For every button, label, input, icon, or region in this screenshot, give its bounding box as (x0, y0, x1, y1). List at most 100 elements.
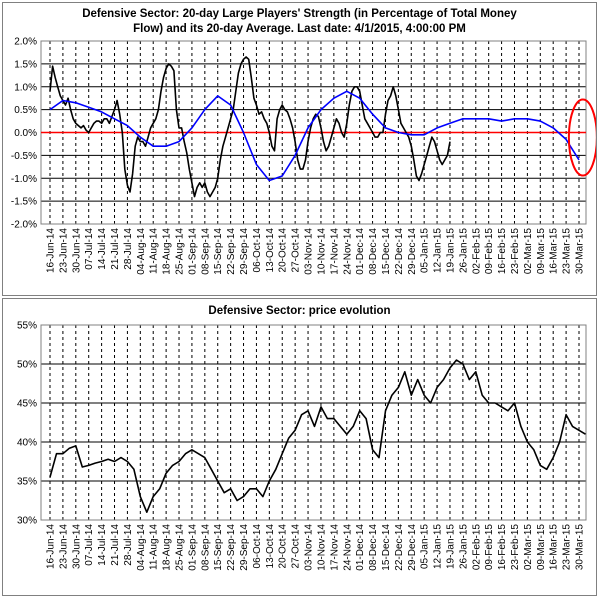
x-tick-label: 24-Nov-14 (342, 228, 353, 275)
x-tick-label: 15-Sep-14 (213, 524, 224, 571)
x-tick-label: 19-Jan-15 (445, 228, 456, 273)
x-tick-label: 10-Nov-14 (316, 228, 327, 275)
x-tick-label: 01-Sep-14 (187, 524, 198, 571)
x-tick-label: 29-Dec-14 (407, 228, 418, 275)
x-tick-label: 01-Dec-14 (355, 524, 366, 571)
x-tick-label: 26-Jan-15 (458, 524, 469, 569)
large-players-strength-chart: Defensive Sector: 20-day Large Players' … (2, 2, 597, 296)
annotation-ellipse (567, 98, 596, 177)
chart-title-line-1: Defensive Sector: 20-day Large Players' … (82, 8, 517, 20)
series-line-primary (49, 359, 586, 513)
x-tick-label: 02-Mar-15 (523, 524, 534, 571)
x-tick-label: 13-Oct-14 (265, 524, 276, 569)
price-plot-area: 30% 35% 40% 45% 50% 55% 16-Jun-14 23-Jun-14 30-J… (17, 321, 587, 571)
x-tick-label: 16-Feb-15 (497, 228, 508, 275)
x-tick-label: 07-Jul-14 (84, 524, 95, 566)
x-tick-label: 16-Feb-15 (497, 524, 508, 571)
y-tick-label: 2.0% (14, 37, 37, 48)
chart-title-line-2: Flow) and its 20-day Average. Last date:… (133, 23, 466, 35)
x-tick-label: 28-Jul-14 (123, 524, 134, 566)
x-tick-label: 17-Nov-14 (329, 228, 340, 275)
x-tick-label: 15-Dec-14 (381, 228, 392, 275)
plot-frame (40, 324, 587, 521)
x-tick-label: 22-Dec-14 (394, 228, 405, 275)
x-tick-label: 22-Sep-14 (226, 228, 237, 275)
x-tick-label: 25-Aug-14 (175, 524, 186, 571)
x-tick-label: 24-Nov-14 (342, 524, 353, 571)
x-tick-label: 09-Feb-15 (484, 228, 495, 275)
x-tick-label: 16-Mar-15 (549, 524, 560, 571)
strength-plot-area: -2.0% -1.5% -1.0% -0.5% 0.0% 0.5% 1.0% 1.5% 2.0%… (11, 37, 596, 275)
x-tick-label: 04-Aug-14 (136, 228, 147, 275)
x-tick-label: 15-Sep-14 (213, 228, 224, 275)
x-tick-label: 08-Sep-14 (200, 524, 211, 571)
x-tick-label: 29-Sep-14 (239, 228, 250, 275)
x-tick-label: 30-Mar-15 (575, 524, 586, 571)
x-tick-label: 08-Sep-14 (200, 228, 211, 275)
x-tick-label: 09-Mar-15 (536, 228, 547, 275)
x-tick-label: 23-Mar-15 (562, 524, 573, 571)
x-tick-label: 02-Feb-15 (471, 228, 482, 275)
x-tick-label: 12-Jan-15 (433, 524, 444, 569)
y-tick-label: -1.5% (11, 197, 37, 208)
x-tick-label: 29-Sep-14 (239, 524, 250, 571)
x-tick-label: 23-Jun-14 (58, 228, 69, 273)
x-tick-label: 09-Feb-15 (484, 524, 495, 571)
x-tick-label: 16-Mar-15 (549, 228, 560, 275)
y-tick-label: 30% (17, 516, 37, 527)
x-tick-label: 06-Oct-14 (252, 228, 263, 273)
x-tick-label: 15-Dec-14 (381, 524, 392, 571)
chart-title: Defensive Sector: 20-day Large Players' … (3, 7, 596, 37)
x-tick-label: 12-Jan-15 (433, 228, 444, 273)
x-tick-label: 11-Aug-14 (149, 524, 160, 570)
x-tick-label: 14-Jul-14 (97, 524, 108, 566)
x-tick-label: 20-Oct-14 (278, 524, 289, 569)
x-tick-label: 07-Jul-14 (84, 228, 95, 270)
chart-title: Defensive Sector: price evolution (208, 305, 391, 317)
y-tick-label: 40% (17, 438, 37, 449)
x-tick-label: 01-Dec-14 (355, 228, 366, 275)
y-tick-label: 0.5% (14, 105, 37, 116)
x-tick-label: 01-Sep-14 (187, 228, 198, 275)
x-tick-label: 16-Jun-14 (46, 228, 57, 273)
x-tick-label: 23-Jun-14 (58, 524, 69, 569)
x-tick-label: 21-Jul-14 (110, 228, 121, 270)
x-tick-label: 13-Oct-14 (265, 228, 276, 273)
y-tick-label: 1.0% (14, 82, 37, 93)
y-tick-label: -0.5% (11, 151, 37, 162)
x-tick-label: 09-Mar-15 (536, 524, 547, 571)
x-tick-label: 21-Jul-14 (110, 524, 121, 566)
x-tick-label: 23-Mar-15 (562, 228, 573, 275)
x-tick-label: 19-Jan-15 (445, 524, 456, 569)
x-tick-label: 08-Dec-14 (368, 228, 379, 275)
y-tick-label: -2.0% (11, 220, 37, 231)
x-tick-label: 23-Feb-15 (510, 524, 521, 571)
y-tick-label: -1.0% (11, 174, 37, 185)
y-tick-label: 35% (17, 477, 37, 488)
x-tick-label: 14-Jul-14 (97, 228, 108, 270)
series-line-average (49, 90, 580, 182)
x-tick-label: 05-Jan-15 (420, 524, 431, 569)
x-tick-label: 30-Jun-14 (71, 228, 82, 273)
x-tick-label: 23-Feb-15 (510, 228, 521, 275)
x-tick-label: 10-Nov-14 (316, 524, 327, 571)
x-tick-label: 05-Jan-15 (420, 228, 431, 273)
x-tick-label: 03-Nov-14 (304, 524, 315, 571)
x-tick-label: 03-Nov-14 (304, 228, 315, 275)
y-tick-label: 50% (17, 360, 37, 371)
x-tick-label: 29-Dec-14 (407, 524, 418, 571)
series-line-primary (49, 56, 451, 198)
y-tick-label: 45% (17, 399, 37, 410)
y-tick-label: 55% (17, 321, 37, 332)
x-tick-label: 08-Dec-14 (368, 524, 379, 571)
x-tick-label: 28-Jul-14 (123, 228, 134, 270)
x-tick-label: 20-Oct-14 (278, 228, 289, 273)
x-tick-label: 26-Jan-15 (458, 228, 469, 273)
x-tick-label: 04-Aug-14 (136, 524, 147, 571)
x-tick-label: 27-Oct-14 (291, 228, 302, 273)
x-tick-label: 17-Nov-14 (329, 524, 340, 571)
x-tick-label: 02-Mar-15 (523, 228, 534, 275)
price-evolution-chart: Defensive Sector: price evolution 30% 35%… (2, 298, 597, 596)
x-tick-label: 11-Aug-14 (149, 228, 160, 274)
x-tick-label: 16-Jun-14 (46, 524, 57, 569)
